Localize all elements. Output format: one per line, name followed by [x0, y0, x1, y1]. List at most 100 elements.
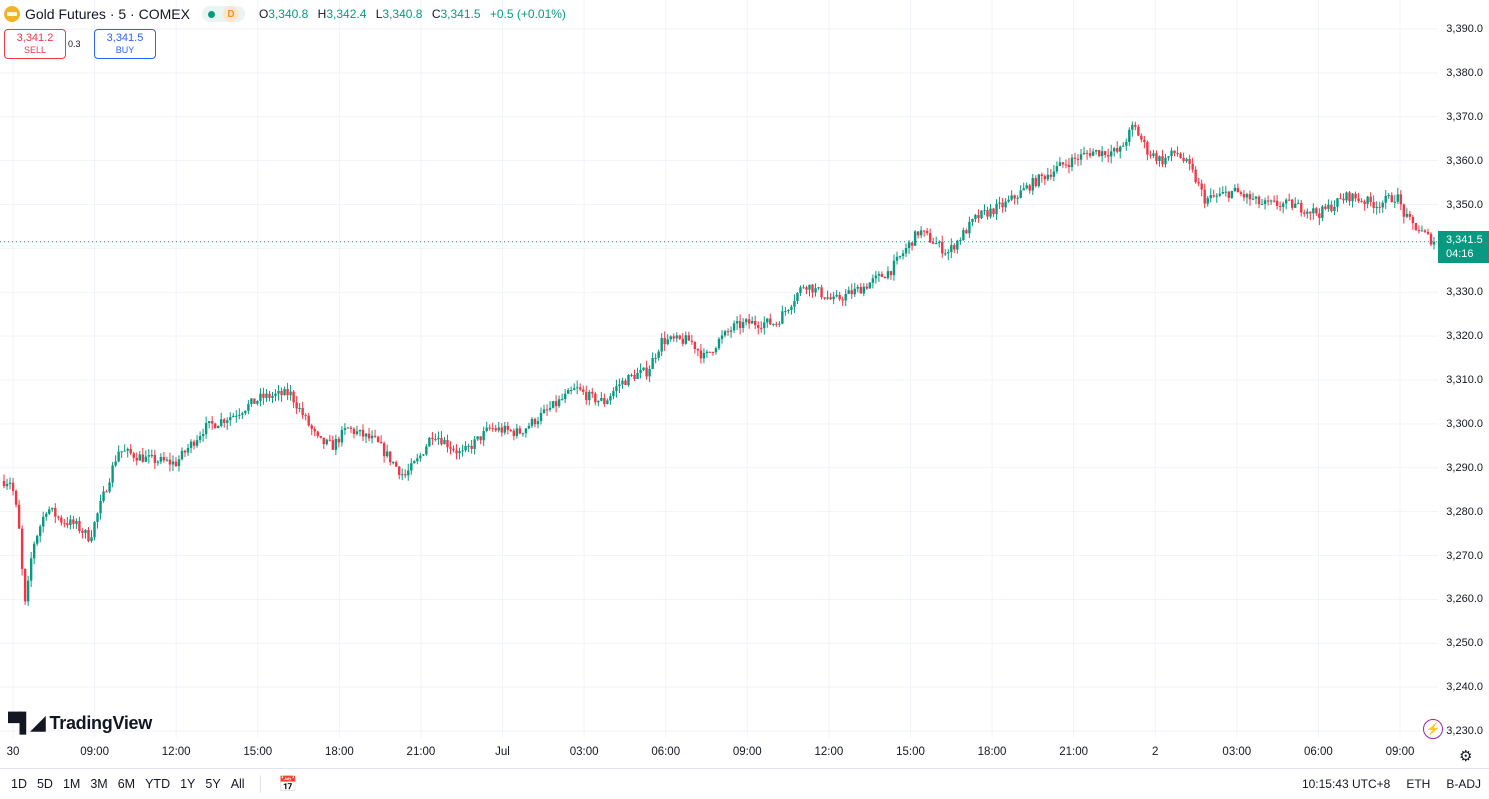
range-button-all[interactable]: All: [230, 777, 245, 791]
range-button-6m[interactable]: 6M: [117, 777, 136, 791]
candle: [729, 326, 733, 338]
candle: [675, 332, 678, 343]
market-status-pill[interactable]: D: [201, 6, 245, 22]
candle: [681, 332, 684, 347]
candle-body: [1281, 203, 1285, 207]
candle: [1176, 146, 1179, 157]
candle: [916, 231, 920, 239]
candle-body: [367, 433, 371, 439]
candle-body: [491, 428, 494, 430]
candle-body: [298, 408, 301, 410]
candle-body: [916, 231, 920, 236]
candle-body: [1372, 201, 1375, 208]
settings-gear-icon[interactable]: ⚙: [1459, 748, 1473, 765]
time-tick-label: 15:00: [243, 746, 273, 758]
candle-body: [458, 451, 461, 454]
candle-body: [1263, 200, 1267, 204]
adjustment-toggle[interactable]: B-ADJ: [1446, 777, 1481, 791]
candle: [1378, 201, 1381, 214]
candle: [352, 427, 356, 439]
candle-body: [591, 391, 594, 394]
symbol-title[interactable]: Gold Futures · 5 · COMEX: [25, 6, 190, 22]
candle: [868, 282, 872, 289]
candle-body: [1016, 197, 1019, 199]
candle-body: [1161, 156, 1164, 165]
candle-body: [630, 374, 633, 376]
candlestick-chart[interactable]: [0, 0, 1438, 738]
candle-body: [443, 439, 446, 445]
candle-body: [772, 323, 775, 325]
range-button-1y[interactable]: 1Y: [180, 777, 196, 791]
candle-body: [1269, 200, 1273, 202]
candle-body: [965, 230, 968, 234]
candle-body: [1088, 153, 1092, 156]
bottom-toolbar: 1D 5D 1M 3M 6M YTD 1Y 5Y All 📅 10:15:43 …: [0, 768, 1489, 798]
candle-body: [853, 288, 856, 295]
price-tick-label: 3,260.0: [1446, 593, 1483, 606]
candle-body: [778, 323, 781, 325]
candle: [603, 393, 606, 407]
price-tick-label: 3,230.0: [1446, 725, 1483, 737]
candle: [579, 383, 582, 392]
chart-plot-area[interactable]: [0, 0, 1438, 738]
range-button-5d[interactable]: 5D: [36, 777, 53, 791]
price-axis[interactable]: 3,230.0 3,240.0 3,250.0 3,260.0 3,270.0 3,280…: [1438, 0, 1489, 738]
candle-body: [20, 528, 24, 570]
candle: [87, 527, 90, 543]
candle-body: [603, 397, 606, 404]
candle: [1297, 199, 1300, 205]
candle-body: [1064, 164, 1068, 166]
candle-body: [1318, 213, 1321, 218]
candle-body: [1236, 187, 1240, 193]
range-button-1m[interactable]: 1M: [62, 777, 81, 791]
buy-button[interactable]: 3,341.5 BUY: [94, 29, 156, 59]
candle-body: [440, 437, 443, 445]
candle-body: [117, 451, 120, 462]
candle: [189, 439, 193, 454]
candle-body: [382, 443, 386, 457]
candle-body: [1206, 198, 1209, 204]
candle-body: [862, 286, 866, 294]
range-button-ytd[interactable]: YTD: [145, 777, 171, 791]
candle-body: [265, 393, 268, 398]
candle: [1354, 191, 1357, 202]
candle-body: [268, 393, 271, 398]
candle: [1287, 193, 1291, 201]
candle: [29, 551, 33, 588]
candle-body: [277, 390, 280, 394]
candle: [669, 335, 672, 342]
candle-body: [229, 417, 232, 421]
candle: [2, 474, 6, 489]
candle-body: [35, 535, 39, 544]
candle: [533, 417, 537, 428]
candle: [250, 397, 253, 407]
candle-body: [1085, 152, 1089, 154]
candle: [265, 388, 268, 402]
candle-body: [648, 369, 651, 377]
candle-body: [600, 397, 603, 401]
sell-button[interactable]: 3,341.2 SELL: [4, 29, 66, 59]
range-button-3m[interactable]: 3M: [90, 777, 108, 791]
session-toggle[interactable]: ETH: [1406, 777, 1431, 791]
candle: [1360, 198, 1363, 203]
candle: [962, 227, 965, 241]
time-axis[interactable]: 30 09:00 12:00 15:00 18:00 21:00 Jul 03:00 06:00…: [0, 738, 1438, 768]
candle-body: [1143, 139, 1146, 143]
candle-body: [723, 331, 727, 336]
range-button-5y[interactable]: 5Y: [205, 777, 221, 791]
candle: [198, 431, 202, 444]
date-range-calendar-icon[interactable]: 📅: [278, 776, 298, 793]
candle-body: [1158, 156, 1161, 161]
candle: [1309, 211, 1312, 221]
tradingview-logo[interactable]: ▀▌◢ TradingView: [8, 712, 152, 735]
candle: [889, 270, 893, 280]
lightning-bolt-icon[interactable]: ⚡: [1423, 719, 1443, 739]
candle-body: [1070, 157, 1074, 168]
timezone-clock[interactable]: 10:15:43 UTC+8: [1301, 777, 1391, 791]
candle-body: [223, 419, 226, 423]
candle-body: [995, 203, 998, 215]
range-button-1d[interactable]: 1D: [11, 777, 27, 791]
candle-body: [935, 243, 938, 245]
candle-body: [66, 523, 69, 526]
candle: [576, 380, 579, 395]
